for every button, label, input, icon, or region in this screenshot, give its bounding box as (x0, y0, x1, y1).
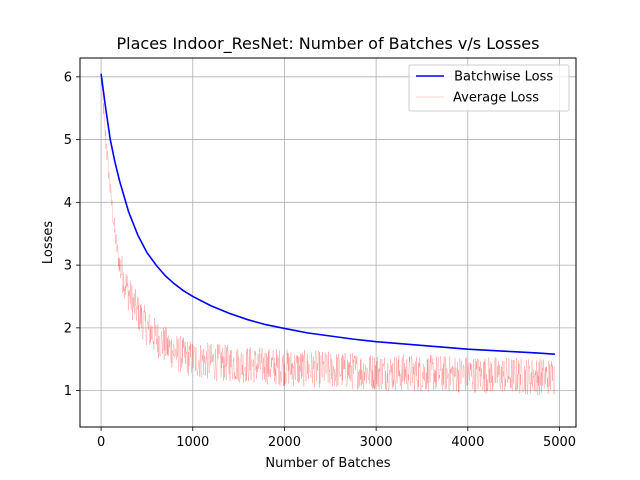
y-tick-label: 5 (64, 133, 72, 148)
x-tick-label: 2000 (268, 435, 301, 450)
y-tick-label: 2 (64, 321, 72, 336)
plot-series (100, 73, 555, 395)
plot-frame (79, 57, 577, 428)
y-tick-label: 3 (64, 259, 72, 274)
x-tick-label: 3000 (360, 435, 393, 450)
y-tick-label: 6 (64, 70, 72, 85)
y-tick-label: 1 (64, 384, 72, 399)
series-line-average-loss (100, 73, 555, 395)
x-tick-label: 5000 (543, 435, 576, 450)
legend-box (408, 64, 570, 112)
x-tick-label: 4000 (451, 435, 484, 450)
axis-ticks: 0 1000 2000 3000 4000 5000 1 2 3 4 5 6 (64, 70, 576, 450)
x-tick-label: 0 (97, 435, 105, 450)
x-tick-label: 1000 (176, 435, 209, 450)
y-axis-label: Losses (41, 221, 56, 265)
grid (80, 58, 576, 427)
series-line-batchwise-loss (100, 73, 555, 355)
y-tick-label: 4 (64, 196, 72, 211)
legend-label-average-loss: Average Loss (453, 91, 539, 106)
x-axis-label: Number of Batches (265, 456, 390, 471)
chart-title: Places Indoor_ResNet: Number of Batches … (117, 34, 540, 54)
legend-label-batchwise-loss: Batchwise Loss (450, 70, 553, 85)
legend: Batchwise Loss Average Loss (408, 64, 570, 112)
